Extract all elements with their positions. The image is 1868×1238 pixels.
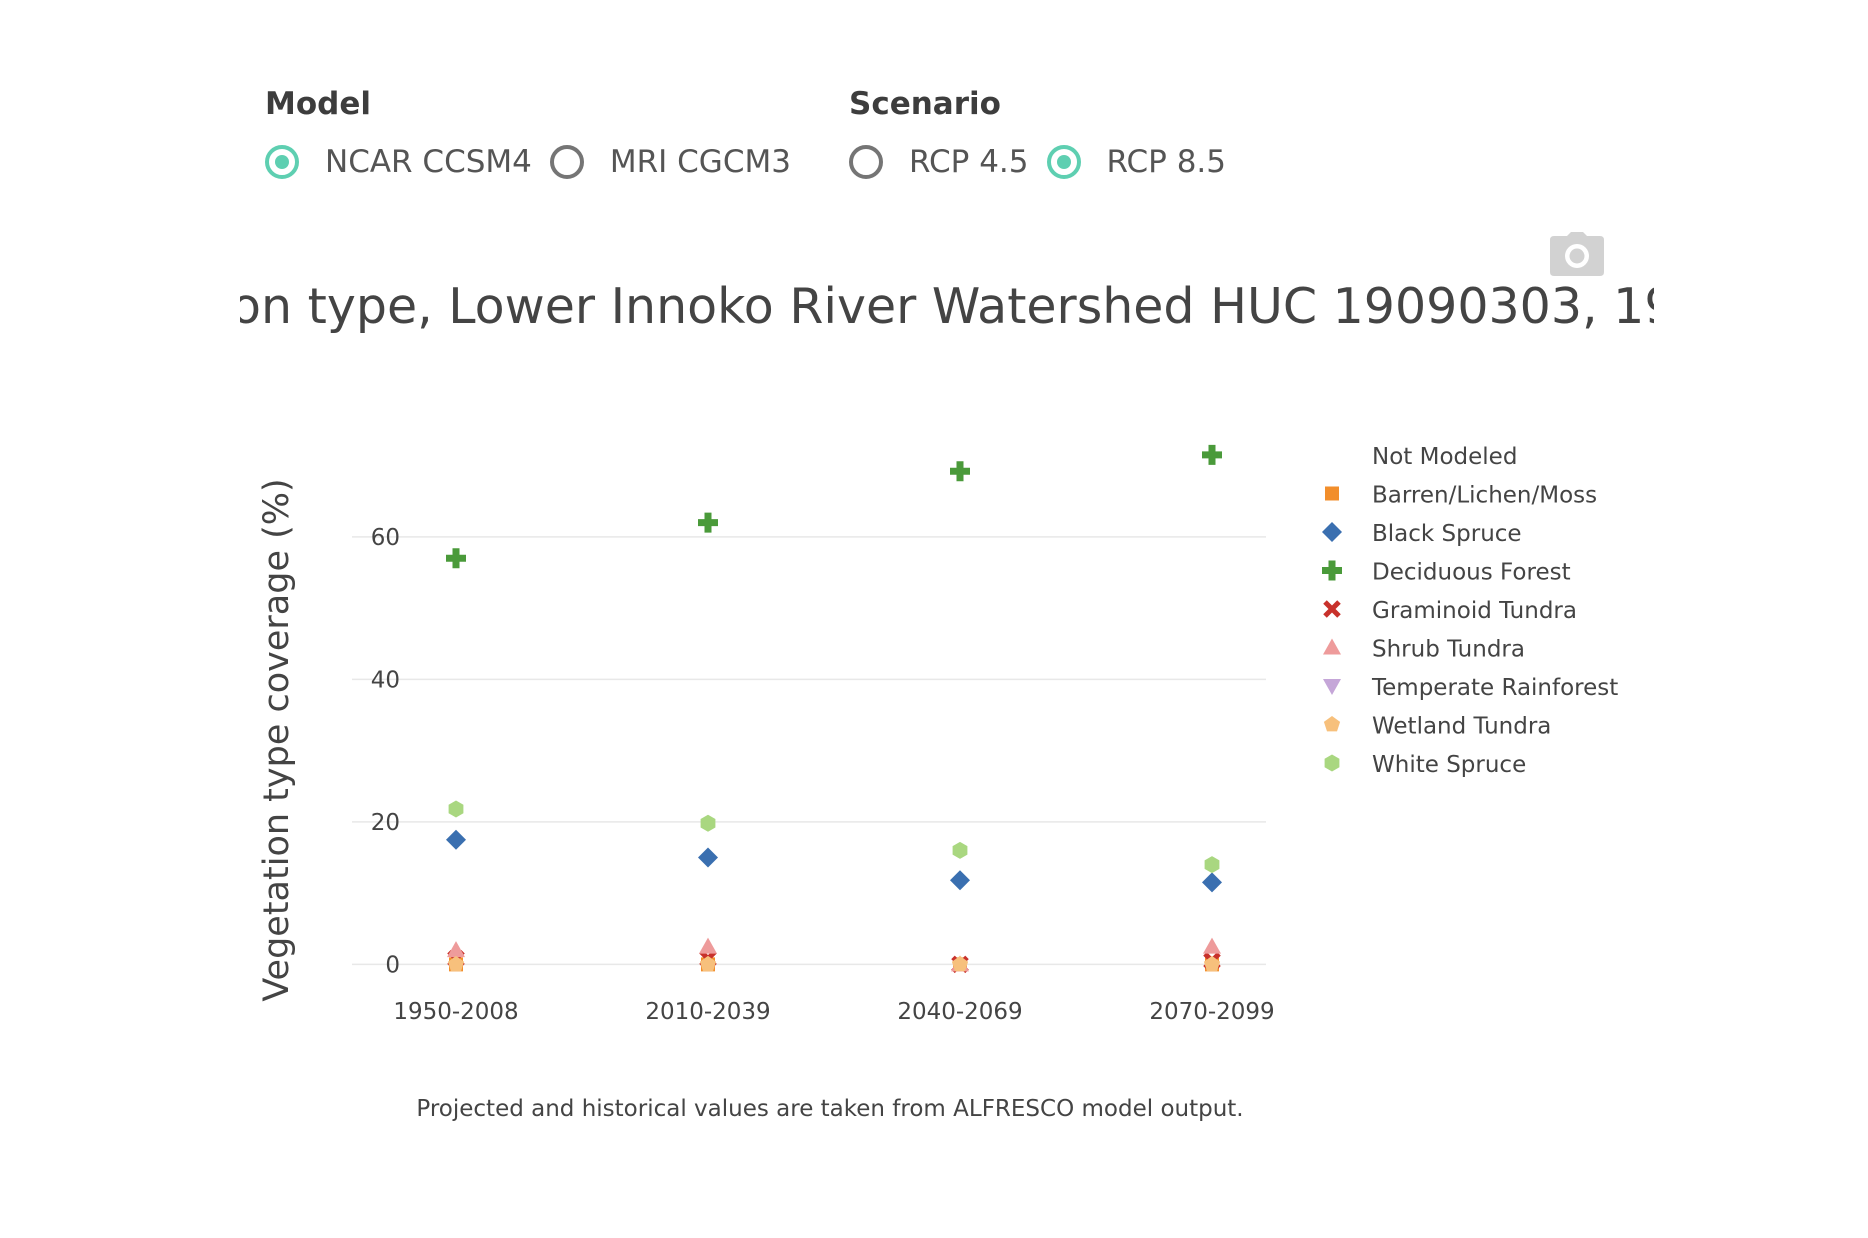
- legend: Not Modeled Barren/Lichen/Moss Black Spruc…: [1322, 444, 1618, 778]
- point-wetland-tundra: [1203, 955, 1221, 972]
- legend-marker-graminoid-tundra: [1323, 600, 1341, 618]
- model-label: Model: [265, 86, 371, 122]
- x-axis: 1950-2008 2010-2039 2040-2069 2070-2099: [393, 999, 1274, 1025]
- legend-label: Deciduous Forest: [1372, 560, 1571, 586]
- x-tick-label: 2040-2069: [897, 999, 1022, 1025]
- y-axis: 0 20 40 60: [371, 525, 400, 979]
- legend-label: Graminoid Tundra: [1372, 598, 1577, 624]
- legend-item-temperate-rainforest[interactable]: Temperate Rainforest: [1323, 675, 1618, 701]
- point-white-spruce: [448, 800, 464, 818]
- model-option-label: MRI CGCM3: [609, 144, 791, 180]
- point-black-spruce: [698, 847, 718, 868]
- scenario-option-rcp45[interactable]: RCP 4.5: [849, 144, 1029, 180]
- scenario-option-rcp85[interactable]: RCP 8.5: [1046, 144, 1227, 180]
- legend-item-white-spruce[interactable]: White Spruce: [1324, 752, 1527, 778]
- legend-item-shrub-tundra[interactable]: Shrub Tundra: [1323, 637, 1525, 663]
- legend-label: White Spruce: [1372, 752, 1526, 778]
- y-tick-label: 60: [371, 525, 400, 551]
- point-deciduous-forest: [446, 548, 466, 569]
- x-tick-label: 2010-2039: [645, 999, 770, 1025]
- legend-label: Temperate Rainforest: [1371, 675, 1618, 701]
- radio-ncar-ccsm4[interactable]: [265, 145, 299, 179]
- radio-rcp45[interactable]: [849, 145, 883, 179]
- legend-label: Barren/Lichen/Moss: [1372, 483, 1597, 509]
- model-option-ncar-ccsm4[interactable]: NCAR CCSM4: [265, 144, 532, 180]
- y-axis-title: Vegetation type coverage (%): [257, 478, 297, 1001]
- legend-label: Shrub Tundra: [1372, 637, 1525, 663]
- radio-rcp85[interactable]: [1046, 145, 1081, 179]
- scenario-option-label: RCP 4.5: [909, 144, 1029, 180]
- scenario-options: RCP 4.5 RCP 8.5: [849, 144, 1244, 180]
- legend-marker-black-spruce: [1322, 522, 1342, 542]
- legend-label: Black Spruce: [1372, 521, 1522, 547]
- chart-title: ation type, Lower Innoko River Watershed…: [168, 278, 1726, 335]
- grid: [352, 536, 1266, 966]
- point-black-spruce: [950, 870, 970, 891]
- y-tick-label: 40: [371, 667, 400, 693]
- legend-marker-shrub-tundra: [1323, 638, 1341, 655]
- point-deciduous-forest: [698, 512, 718, 533]
- footnote: Projected and historical values are take…: [416, 1096, 1244, 1122]
- x-tick-label: 1950-2008: [393, 999, 518, 1025]
- legend-item-graminoid-tundra[interactable]: Graminoid Tundra: [1323, 598, 1577, 624]
- legend-item-wetland-tundra[interactable]: Wetland Tundra: [1323, 714, 1552, 740]
- model-option-mri-cgcm3[interactable]: MRI CGCM3: [549, 144, 791, 180]
- legend-marker-wetland-tundra: [1323, 716, 1341, 732]
- legend-item-not-modeled[interactable]: Not Modeled: [1372, 444, 1517, 470]
- point-black-spruce: [1202, 872, 1222, 893]
- point-wetland-tundra: [951, 955, 969, 972]
- point-white-spruce: [700, 814, 716, 832]
- legend-marker-deciduous-forest: [1322, 560, 1342, 581]
- scenario-group: Scenario RCP 4.5 RCP 8.5: [849, 86, 1244, 180]
- point-wetland-tundra: [699, 955, 717, 972]
- point-deciduous-forest: [1202, 444, 1222, 465]
- point-deciduous-forest: [950, 461, 970, 482]
- legend-marker-temperate-rainforest: [1323, 679, 1341, 695]
- legend-label: Wetland Tundra: [1372, 714, 1551, 740]
- model-options: NCAR CCSM4 MRI CGCM3: [265, 144, 809, 180]
- y-tick-label: 20: [371, 810, 400, 836]
- point-wetland-tundra: [447, 955, 465, 972]
- legend-item-barren-lichen-moss[interactable]: Barren/Lichen/Moss: [1325, 483, 1597, 509]
- legend-item-black-spruce[interactable]: Black Spruce: [1322, 521, 1522, 547]
- radio-mri-cgcm3[interactable]: [549, 145, 584, 179]
- legend-marker-barren-lichen-moss: [1325, 486, 1339, 501]
- point-shrub-tundra: [447, 941, 465, 958]
- legend-item-deciduous-forest[interactable]: Deciduous Forest: [1322, 560, 1571, 586]
- point-shrub-tundra: [1203, 937, 1221, 954]
- legend-label: Not Modeled: [1372, 444, 1517, 470]
- legend-marker-white-spruce: [1324, 754, 1340, 772]
- scenario-option-label: RCP 8.5: [1106, 144, 1227, 180]
- point-white-spruce: [1204, 856, 1220, 874]
- point-white-spruce: [952, 841, 968, 859]
- point-black-spruce: [446, 829, 466, 850]
- x-tick-label: 2070-2099: [1149, 999, 1274, 1025]
- point-shrub-tundra: [699, 937, 717, 954]
- model-group: Model NCAR CCSM4 MRI CGCM3: [265, 86, 809, 180]
- y-tick-label: 0: [385, 952, 400, 978]
- scenario-label: Scenario: [849, 86, 1001, 122]
- camera-icon[interactable]: [1550, 232, 1604, 276]
- model-option-label: NCAR CCSM4: [325, 144, 532, 180]
- data-points: [446, 444, 1222, 974]
